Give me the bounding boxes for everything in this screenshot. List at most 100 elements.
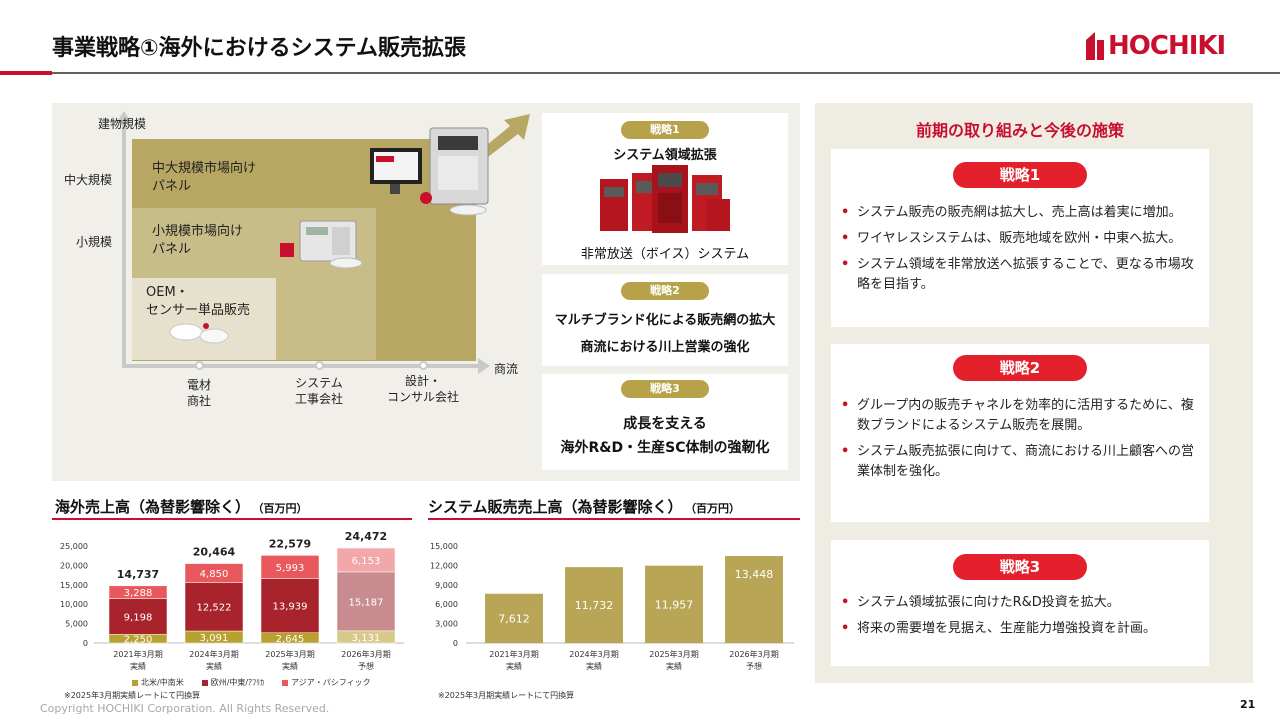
legend-label-emea: 欧州/中東/ｱﾌﾘｶ bbox=[210, 678, 265, 687]
initiatives-heading: 前期の取り組みと今後の施策 bbox=[915, 121, 1124, 140]
initiative-2-bullet-1: グループ内の販売チャネルを効率的に活用するために、複数ブランドによるシステム販売… bbox=[841, 396, 1199, 436]
system-chart-unit: （百万円） bbox=[690, 502, 741, 515]
tier-label-large-line1: 中大規模市場向け bbox=[152, 161, 257, 176]
y-tick-large: 中大規模 bbox=[64, 173, 113, 187]
initiative-1-bullet-3: システム領域を非常放送へ拡張することで、更なる市場攻略を目指す。 bbox=[841, 255, 1199, 295]
initiative-2-box: 戦略2 グループ内の販売チャネルを効率的に活用するために、複数ブランドによるシス… bbox=[831, 344, 1209, 522]
y-tick-small: 小規模 bbox=[76, 235, 113, 249]
legend-item-americas: 北米/中南米 bbox=[132, 677, 184, 688]
bar-segment-label: 2,250 bbox=[124, 635, 153, 646]
bar-segment-label: 6,153 bbox=[352, 556, 381, 567]
initiative-1-box: 戦略1 システム販売の販売網は拡大し、売上高は着実に増加。 ワイヤレスシステムは… bbox=[831, 149, 1209, 327]
company-logo: HOCHIKI bbox=[1086, 30, 1226, 62]
x-tick-label: 2024年3月期 bbox=[569, 649, 618, 659]
bar-segment bbox=[108, 585, 168, 599]
strategy-2-box: 戦略2 マルチブランド化による販売網の拡大 商流における川上営業の強化 bbox=[542, 274, 788, 366]
system-chart-title-text: システム販売売上高（為替影響除く） bbox=[428, 498, 683, 516]
title-divider bbox=[0, 72, 1280, 74]
x-tick-label: 2026年3月期 bbox=[341, 649, 390, 659]
initiative-1-bullets: システム販売の販売網は拡大し、売上高は着実に増加。 ワイヤレスシステムは、販売地… bbox=[841, 203, 1199, 301]
x-tick-sublabel: 実績 bbox=[506, 661, 522, 671]
growth-arrow-icon bbox=[476, 114, 530, 160]
tier-label-large: 中大規模市場向け パネル bbox=[152, 160, 256, 196]
sensor-products-icon bbox=[169, 323, 229, 344]
legend-label-apac: アジア・パシフィック bbox=[291, 678, 371, 687]
channel-label-consultant: 設計・ コンサル会社 bbox=[373, 373, 473, 405]
tier-label-small-line2: パネル bbox=[152, 242, 192, 257]
bar-value-label: 7,612 bbox=[498, 612, 530, 625]
x-tick-label: 2025年3月期 bbox=[649, 649, 698, 659]
logo-text: HOCHIKI bbox=[1108, 31, 1226, 61]
initiative-3-bullets: システム領域拡張に向けたR&D投資を拡大。 将来の需要増を見据え、生産能力増強投… bbox=[841, 593, 1199, 645]
system-chart-note: ※2025年3月期実績レートにて円換算 bbox=[438, 691, 575, 700]
bar bbox=[565, 567, 623, 643]
y-tick-label: 20,000 bbox=[60, 561, 88, 570]
overseas-chart-title: 海外売上高（為替影響除く） （百万円） bbox=[55, 496, 308, 517]
bar-segment-label: 15,187 bbox=[349, 597, 384, 608]
initiative-3-bullet-2: 将来の需要増を見据え、生産能力増強投資を計画。 bbox=[841, 619, 1199, 639]
tier-label-small: 小規模市場向け パネル bbox=[152, 223, 243, 259]
overseas-sales-chart: 0 5,000 10,000 15,000 20,000 25,000 2,250 9,198… bbox=[60, 530, 404, 671]
initiative-2-tag: 戦略2 bbox=[953, 355, 1087, 381]
strategy-3-box: 戦略3 成長を支える 海外R&D・生産SC体制の強靭化 bbox=[542, 374, 788, 470]
bar-segment-label: 9,198 bbox=[124, 612, 153, 623]
x-tick-sublabel: 実績 bbox=[130, 661, 146, 671]
bar-segment-label: 3,091 bbox=[200, 633, 229, 644]
bar bbox=[645, 565, 703, 643]
channel-label-distributor: 電材 商社 bbox=[149, 377, 249, 409]
overseas-chart-note: ※2025年3月期実績レートにて円換算 bbox=[64, 691, 201, 700]
x-tick-sublabel: 予想 bbox=[358, 661, 374, 671]
y-tick-label: 15,000 bbox=[430, 542, 458, 551]
bar-segment-label: 2,645 bbox=[276, 634, 305, 645]
x-tick-label: 2021年3月期 bbox=[113, 649, 162, 659]
initiative-3-tag: 戦略3 bbox=[953, 554, 1087, 580]
logo-mark-icon bbox=[1086, 32, 1104, 60]
x-tick-sublabel: 実績 bbox=[586, 661, 602, 671]
channel-label-contractor-line1: システム bbox=[295, 376, 343, 390]
strategy-1-tag: 戦略1 bbox=[621, 121, 709, 139]
y-axis-arrow-icon bbox=[116, 111, 132, 123]
bar-segment bbox=[108, 598, 168, 635]
x-tick-label: 2025年3月期 bbox=[265, 649, 314, 659]
initiative-1-tag: 戦略1 bbox=[953, 162, 1087, 188]
bar-total-label: 22,579 bbox=[269, 537, 311, 550]
initiative-2-bullets: グループ内の販売チャネルを効率的に活用するために、複数ブランドによるシステム販売… bbox=[841, 396, 1199, 488]
overseas-chart-unit: （百万円） bbox=[258, 502, 308, 515]
legend-swatch-emea bbox=[201, 679, 208, 686]
x-tick-sublabel: 実績 bbox=[666, 661, 682, 671]
channel-label-consultant-line2: コンサル会社 bbox=[386, 390, 459, 404]
bar bbox=[725, 556, 783, 643]
bar-total-label: 20,464 bbox=[193, 546, 236, 559]
bar-segment-label: 3,288 bbox=[124, 588, 153, 599]
legend-item-emea: 欧州/中東/ｱﾌﾘｶ bbox=[201, 677, 265, 688]
bar-segment bbox=[260, 578, 320, 633]
y-tick-label: 15,000 bbox=[60, 581, 88, 590]
strategy-1-caption: 非常放送（ボイス）システム bbox=[580, 247, 750, 262]
strategy-2-line1: マルチブランド化による販売網の拡大 bbox=[554, 313, 776, 328]
y-tick-label: 6,000 bbox=[435, 600, 458, 609]
y-tick-label: 0 bbox=[453, 639, 458, 648]
tier-label-oem: OEM・ センサー単品販売 bbox=[146, 284, 250, 320]
bar-segment-label: 5,993 bbox=[276, 563, 305, 574]
overseas-chart-legend: 北米/中南米 欧州/中東/ｱﾌﾘｶ アジア・パシフィック bbox=[132, 677, 371, 688]
channel-label-distributor-line1: 電材 bbox=[186, 378, 211, 392]
x-tick-sublabel: 予想 bbox=[746, 661, 762, 671]
strategy-3-line2: 海外R&D・生産SC体制の強靭化 bbox=[560, 440, 770, 456]
voice-system-product-icon bbox=[600, 165, 730, 233]
strategy-2-line2: 商流における川上営業の強化 bbox=[580, 340, 750, 355]
legend-swatch-americas bbox=[132, 679, 138, 686]
initiative-3-bullet-1: システム領域拡張に向けたR&D投資を拡大。 bbox=[841, 593, 1199, 613]
x-tick-label: 2021年3月期 bbox=[489, 649, 538, 659]
bar-segment-label: 4,850 bbox=[200, 569, 229, 580]
legend-label-americas: 北米/中南米 bbox=[141, 678, 184, 687]
bar-value-label: 11,957 bbox=[655, 598, 694, 611]
channel-dot-3 bbox=[419, 361, 428, 370]
x-axis-label: 商流 bbox=[494, 362, 519, 376]
bar-segment bbox=[336, 547, 396, 573]
bar-segment bbox=[336, 571, 396, 632]
channel-label-contractor-line2: 工事会社 bbox=[294, 392, 343, 406]
channel-label-distributor-line2: 商社 bbox=[186, 394, 211, 408]
y-tick-label: 12,000 bbox=[430, 561, 458, 570]
x-tick-label: 2024年3月期 bbox=[189, 649, 238, 659]
x-axis-arrow-icon bbox=[478, 358, 490, 374]
